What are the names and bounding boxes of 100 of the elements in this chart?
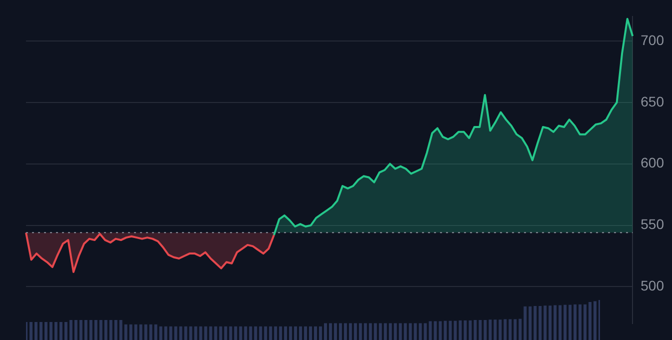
bar bbox=[314, 326, 317, 340]
bar bbox=[149, 324, 152, 340]
bar bbox=[239, 326, 242, 340]
bar bbox=[114, 320, 118, 340]
bar bbox=[204, 326, 208, 340]
bar bbox=[548, 306, 552, 340]
bar bbox=[504, 319, 507, 340]
bar bbox=[79, 320, 82, 340]
bar bbox=[89, 320, 92, 340]
bar bbox=[564, 304, 567, 340]
bar bbox=[494, 320, 497, 340]
bar bbox=[478, 320, 482, 340]
bar bbox=[129, 324, 132, 340]
bar bbox=[544, 306, 547, 340]
bar bbox=[229, 326, 232, 340]
bar bbox=[299, 326, 302, 340]
bar bbox=[574, 304, 577, 340]
bar bbox=[294, 326, 298, 340]
bar bbox=[368, 323, 372, 340]
bar bbox=[474, 320, 477, 340]
bar bbox=[224, 326, 228, 340]
bar bbox=[154, 324, 158, 340]
bar bbox=[484, 320, 487, 340]
bar bbox=[404, 323, 407, 340]
bar bbox=[284, 326, 288, 340]
bar bbox=[358, 323, 362, 340]
bar bbox=[354, 323, 357, 340]
bar bbox=[219, 326, 222, 340]
bar bbox=[374, 323, 377, 340]
bar bbox=[274, 326, 278, 340]
bar bbox=[119, 320, 122, 340]
bar bbox=[249, 326, 252, 340]
bar bbox=[254, 326, 258, 340]
bar bbox=[528, 306, 532, 340]
bar bbox=[194, 326, 198, 340]
y-tick-label: 550 bbox=[640, 216, 664, 232]
bar bbox=[488, 320, 492, 340]
bar bbox=[309, 326, 312, 340]
bar bbox=[84, 320, 88, 340]
y-tick-label: 600 bbox=[640, 154, 664, 171]
bar bbox=[428, 321, 432, 340]
bar bbox=[328, 323, 332, 340]
bar bbox=[49, 322, 52, 340]
bar bbox=[338, 323, 342, 340]
y-tick-label: 500 bbox=[640, 278, 664, 294]
bar bbox=[594, 301, 597, 340]
bar bbox=[99, 320, 102, 340]
bar bbox=[189, 326, 192, 340]
bar bbox=[209, 326, 212, 340]
bar bbox=[538, 306, 542, 340]
bar bbox=[514, 319, 517, 340]
bar bbox=[318, 326, 322, 340]
bar bbox=[244, 326, 248, 340]
bar bbox=[378, 323, 382, 340]
bar bbox=[414, 323, 417, 340]
bar bbox=[588, 302, 592, 340]
bar bbox=[259, 326, 262, 340]
y-tick-label: 700 bbox=[640, 32, 664, 48]
bar bbox=[64, 322, 68, 340]
bar bbox=[584, 304, 587, 340]
bar bbox=[124, 324, 128, 340]
bar bbox=[434, 321, 437, 340]
bar bbox=[554, 305, 557, 340]
bar bbox=[289, 326, 292, 340]
bar bbox=[498, 320, 502, 340]
y-tick-label: 650 bbox=[640, 93, 664, 110]
bar bbox=[269, 326, 272, 340]
bar bbox=[438, 321, 442, 340]
bar bbox=[59, 322, 62, 340]
bar bbox=[334, 323, 337, 340]
bar bbox=[578, 304, 582, 340]
bar bbox=[568, 304, 572, 340]
bar bbox=[234, 326, 238, 340]
bar bbox=[134, 324, 138, 340]
bar bbox=[364, 323, 367, 340]
bar bbox=[384, 323, 387, 340]
bar bbox=[424, 323, 427, 340]
bar bbox=[39, 322, 42, 340]
bar bbox=[408, 323, 412, 340]
bar bbox=[69, 320, 72, 340]
bar bbox=[144, 324, 148, 340]
bar bbox=[348, 323, 352, 340]
bar bbox=[518, 318, 522, 340]
bar bbox=[104, 320, 108, 340]
bar bbox=[524, 306, 527, 340]
bar bbox=[109, 320, 112, 340]
bar bbox=[558, 305, 562, 340]
bar bbox=[74, 320, 78, 340]
bar bbox=[29, 322, 32, 340]
bar bbox=[279, 326, 282, 340]
bar bbox=[54, 322, 58, 340]
bar bbox=[418, 323, 422, 340]
bar bbox=[324, 323, 327, 340]
bar bbox=[398, 323, 402, 340]
bar bbox=[388, 323, 392, 340]
bar bbox=[44, 322, 48, 340]
bar bbox=[214, 326, 218, 340]
bar bbox=[139, 324, 142, 340]
bar bbox=[534, 306, 537, 340]
bar bbox=[94, 320, 98, 340]
